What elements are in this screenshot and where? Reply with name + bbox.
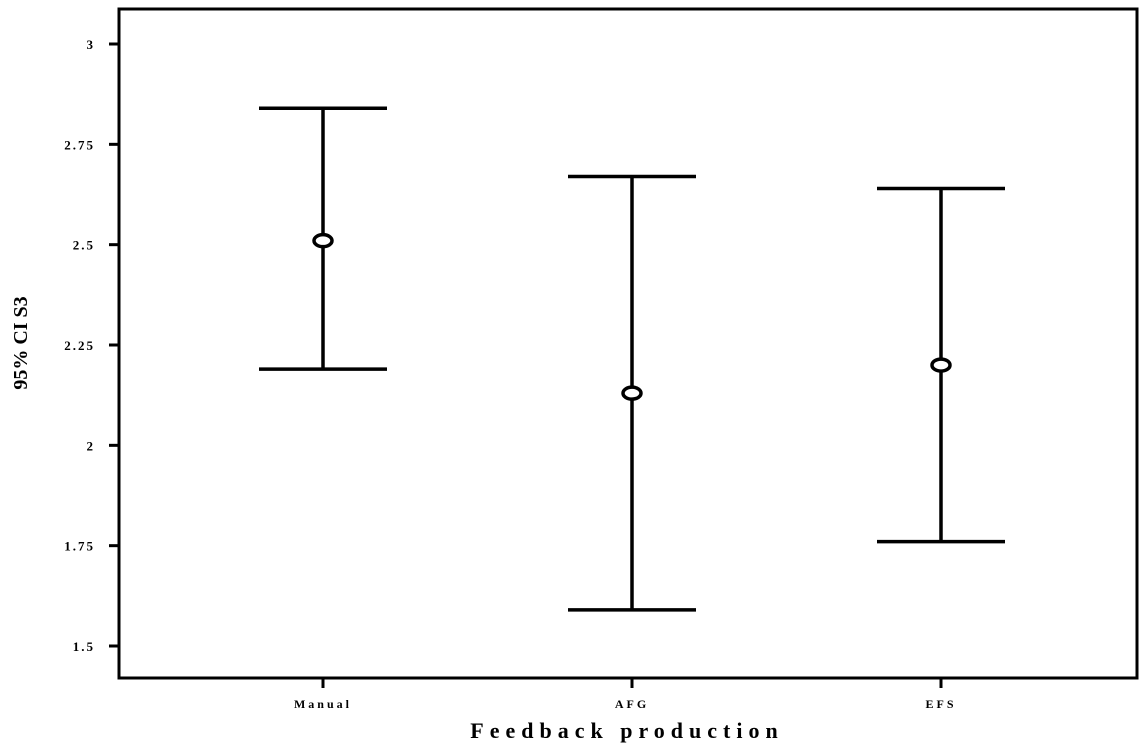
y-tick-label: 2.75	[64, 137, 95, 152]
mean-marker	[930, 357, 952, 373]
y-tick-label: 3	[87, 37, 96, 52]
y-axis: 1.5 1.75 2 2.25 2.5 2.75 3	[64, 37, 119, 654]
y-tick-label: 2	[87, 438, 96, 453]
x-axis-title: Feedback production	[470, 718, 783, 743]
y-tick-label: 1.75	[64, 539, 95, 554]
error-bars	[259, 106, 1005, 612]
error-bar	[568, 174, 696, 612]
mean-marker	[621, 385, 643, 401]
x-tick-label: AFG	[615, 697, 649, 711]
y-tick-label: 1.5	[73, 639, 95, 654]
mean-marker	[312, 232, 334, 249]
x-tick-label: EFS	[925, 697, 956, 711]
y-axis-title: 95% CI S3	[10, 296, 32, 389]
x-axis: Manual AFG EFS	[294, 678, 956, 711]
y-tick-label: 2.5	[73, 238, 95, 253]
x-tick-label: Manual	[294, 697, 352, 711]
y-tick-label: 2.25	[64, 338, 95, 353]
error-bar	[259, 106, 387, 371]
error-bar	[877, 186, 1005, 544]
